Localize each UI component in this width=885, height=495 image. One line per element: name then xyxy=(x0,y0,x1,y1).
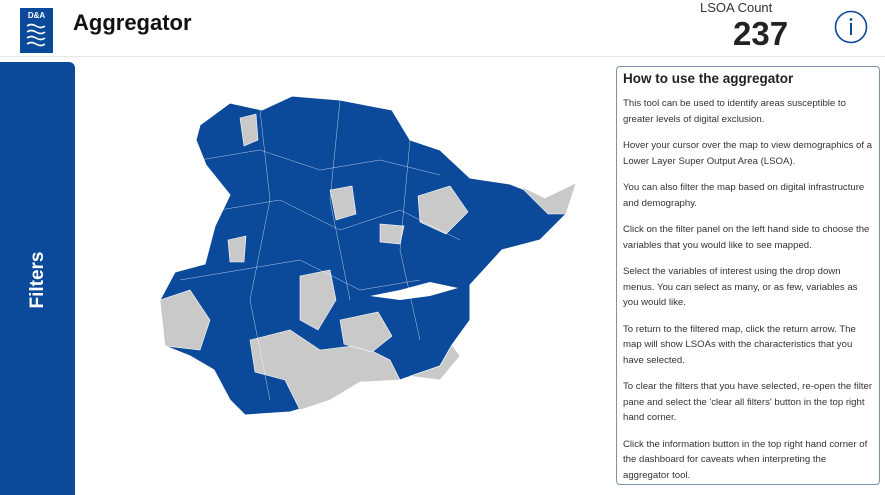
logo-text: D&A xyxy=(27,11,46,20)
logo-waves xyxy=(26,23,46,47)
lsoa-map[interactable] xyxy=(150,90,590,430)
help-title: How to use the aggregator xyxy=(623,71,794,86)
help-paragraph: Click on the filter panel on the left ha… xyxy=(623,224,870,251)
help-paragraph: Click the information button in the top … xyxy=(623,438,868,481)
logo: D&A xyxy=(20,8,53,53)
info-button[interactable] xyxy=(834,10,868,44)
help-paragraph: Select the variables of interest using t… xyxy=(623,266,858,308)
page-title: Aggregator xyxy=(73,10,192,35)
help-paragraph: Hover your cursor over the map to view d… xyxy=(623,140,873,167)
filters-label: Filters xyxy=(27,251,48,309)
metric-value: 237 xyxy=(733,15,789,52)
header: D&A Aggregator LSOA Count 237 xyxy=(0,0,885,57)
help-paragraph: This tool can be used to identify areas … xyxy=(623,98,846,125)
help-paragraph: To return to the filtered map, click the… xyxy=(623,323,856,366)
metric-label: LSOA Count xyxy=(700,0,773,15)
help-paragraph: To clear the filters that you have selec… xyxy=(623,381,873,423)
help-body: This tool can be used to identify areas … xyxy=(623,96,873,483)
help-paragraph: You can also filter the map based on dig… xyxy=(623,182,865,209)
filters-panel[interactable]: Filters xyxy=(0,62,75,495)
help-panel: How to use the aggregator This tool can … xyxy=(616,66,880,485)
